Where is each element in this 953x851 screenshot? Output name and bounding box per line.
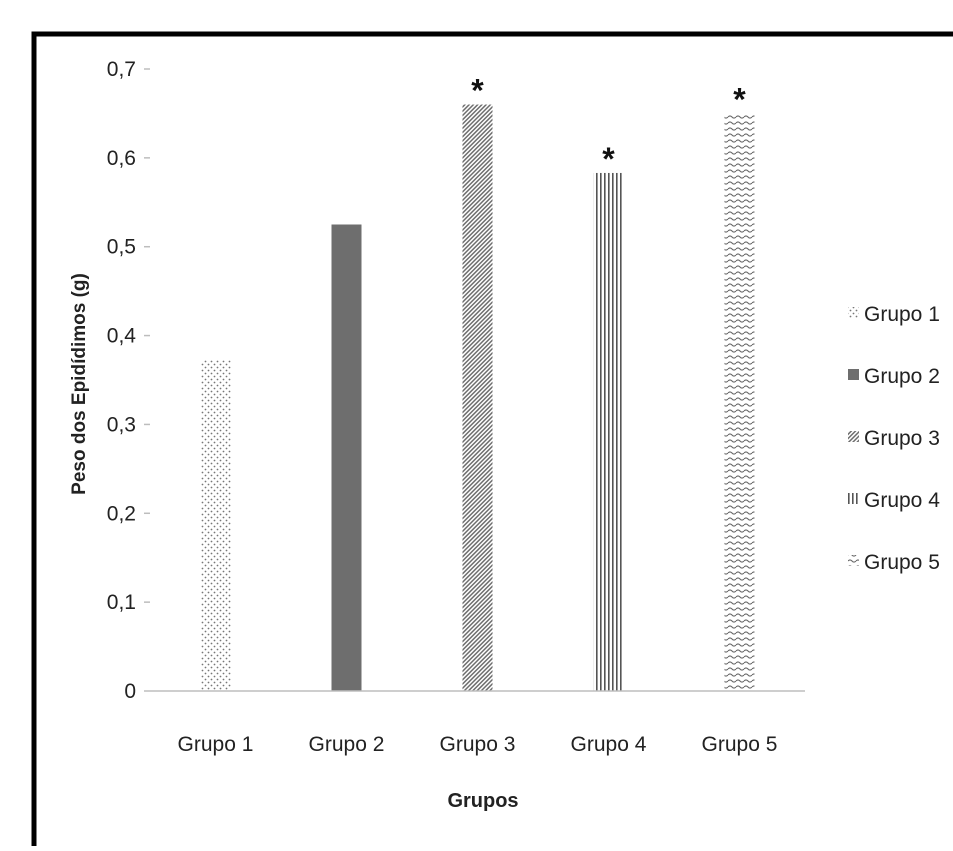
bar bbox=[462, 104, 493, 692]
bar-annotations: * * * bbox=[471, 73, 746, 177]
y-tick-label: 0,4 bbox=[107, 325, 137, 348]
bar bbox=[200, 360, 231, 691]
legend-label: Grupo 4 bbox=[864, 489, 940, 512]
legend-swatch bbox=[848, 555, 859, 566]
y-tick-label: 0,2 bbox=[107, 502, 136, 525]
x-tick-label: Grupo 3 bbox=[440, 733, 516, 756]
y-tick-label: 0 bbox=[124, 680, 136, 703]
legend-label: Grupo 5 bbox=[864, 551, 940, 574]
chart-frame bbox=[31, 31, 953, 851]
bars bbox=[200, 104, 755, 692]
y-tick-label: 0,7 bbox=[107, 58, 136, 81]
legend-label: Grupo 2 bbox=[864, 365, 940, 388]
y-tick-label: 0,3 bbox=[107, 413, 136, 436]
x-tick-label: Grupo 4 bbox=[571, 733, 647, 756]
legend: Grupo 1 Grupo 2 Grupo 3 Grupo 4 Grupo 5 bbox=[848, 303, 940, 574]
legend-label: Grupo 3 bbox=[864, 427, 940, 450]
y-axis-ticks: 0 0,1 0,2 0,3 0,4 0,5 0,6 0,7 bbox=[107, 58, 150, 703]
x-tick-label: Grupo 5 bbox=[702, 733, 778, 756]
legend-swatch bbox=[848, 369, 859, 380]
significance-marker: * bbox=[471, 73, 484, 109]
legend-swatch bbox=[848, 307, 859, 318]
x-axis-ticks: Grupo 1 Grupo 2 Grupo 3 Grupo 4 Grupo 5 bbox=[178, 733, 778, 756]
legend-swatch bbox=[848, 431, 859, 442]
bar bbox=[593, 172, 624, 691]
bar bbox=[331, 224, 362, 691]
y-tick-label: 0,1 bbox=[107, 591, 136, 614]
x-axis-label: Grupos bbox=[447, 790, 518, 812]
legend-swatch bbox=[848, 493, 859, 504]
x-tick-label: Grupo 2 bbox=[309, 733, 385, 756]
x-tick-label: Grupo 1 bbox=[178, 733, 254, 756]
legend-label: Grupo 1 bbox=[864, 303, 940, 326]
bar bbox=[724, 113, 755, 691]
significance-marker: * bbox=[733, 81, 746, 117]
y-tick-label: 0,5 bbox=[107, 236, 136, 259]
y-axis-label: Peso dos Epidídimos (g) bbox=[69, 273, 90, 495]
y-tick-label: 0,6 bbox=[107, 147, 136, 170]
significance-marker: * bbox=[602, 141, 615, 177]
